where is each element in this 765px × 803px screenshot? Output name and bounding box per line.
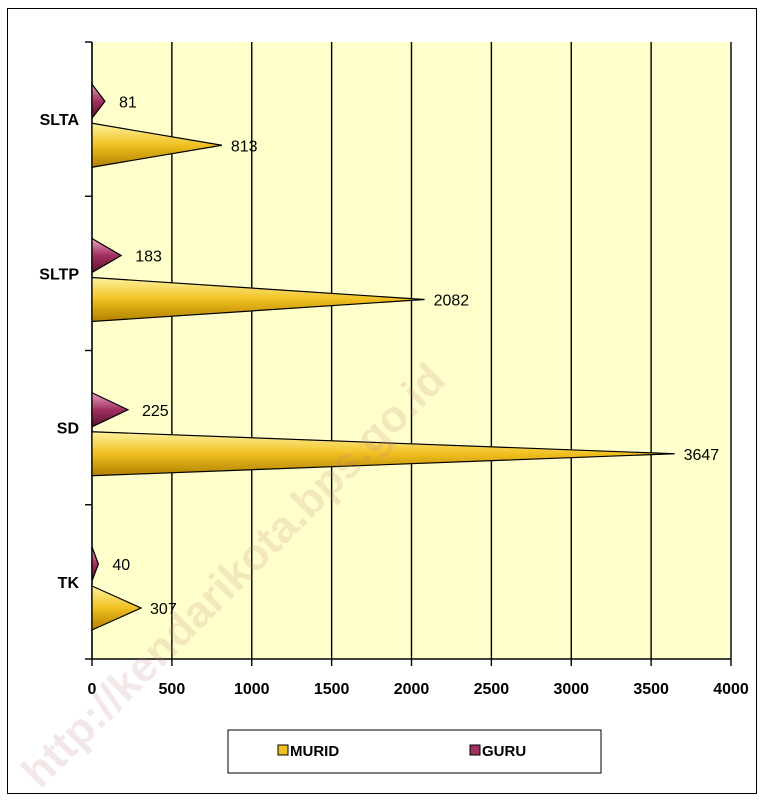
y-category-label: TK <box>58 575 80 592</box>
x-tick-label: 500 <box>159 681 186 698</box>
gridlines <box>171 42 732 659</box>
x-tick-label: 2500 <box>474 681 510 698</box>
x-tick-label: 1000 <box>234 681 270 698</box>
x-tick-label: 3500 <box>633 681 669 698</box>
data-label-guru-sltp: 183 <box>135 249 162 266</box>
bar-murid-sltp <box>91 276 425 323</box>
bar-guru-slta <box>91 82 106 121</box>
labels: 307 40 3647 225 2082 183 813 81 <box>112 94 719 618</box>
data-label-guru-sd: 225 <box>142 403 169 420</box>
bar-guru-sltp <box>91 237 123 274</box>
legend-box <box>227 729 602 774</box>
bar-murid-tk <box>91 585 143 631</box>
legend-label-guru: GURU <box>482 743 526 760</box>
data-label-murid-tk: 307 <box>150 601 177 618</box>
x-tick-label: 3000 <box>553 681 589 698</box>
data-label-murid-slta: 813 <box>231 138 258 155</box>
bar-murid-slta <box>91 122 222 168</box>
data-label-murid-sltp: 2082 <box>434 293 470 310</box>
y-category-label: SLTP <box>39 266 79 283</box>
x-tick-label: 4000 <box>713 681 749 698</box>
legend: MURID GURU <box>227 729 602 774</box>
x-tick-label: 0 <box>88 681 97 698</box>
data-label-guru-tk: 40 <box>112 557 130 574</box>
legend-label-murid: MURID <box>290 743 339 760</box>
bar-guru-sd <box>91 391 130 428</box>
bar-guru-tk <box>91 546 100 582</box>
y-category-label: SD <box>57 421 79 438</box>
y-category-label: SLTA <box>40 112 80 129</box>
x-tick-label: 1500 <box>314 681 350 698</box>
legend-swatch-guru <box>469 744 481 756</box>
bar-murid-sd <box>91 431 675 477</box>
data-label-murid-sd: 3647 <box>684 447 720 464</box>
x-tick-label: 2000 <box>394 681 430 698</box>
bars <box>91 82 675 631</box>
legend-swatch-murid <box>277 744 289 756</box>
data-label-guru-slta: 81 <box>119 94 137 111</box>
